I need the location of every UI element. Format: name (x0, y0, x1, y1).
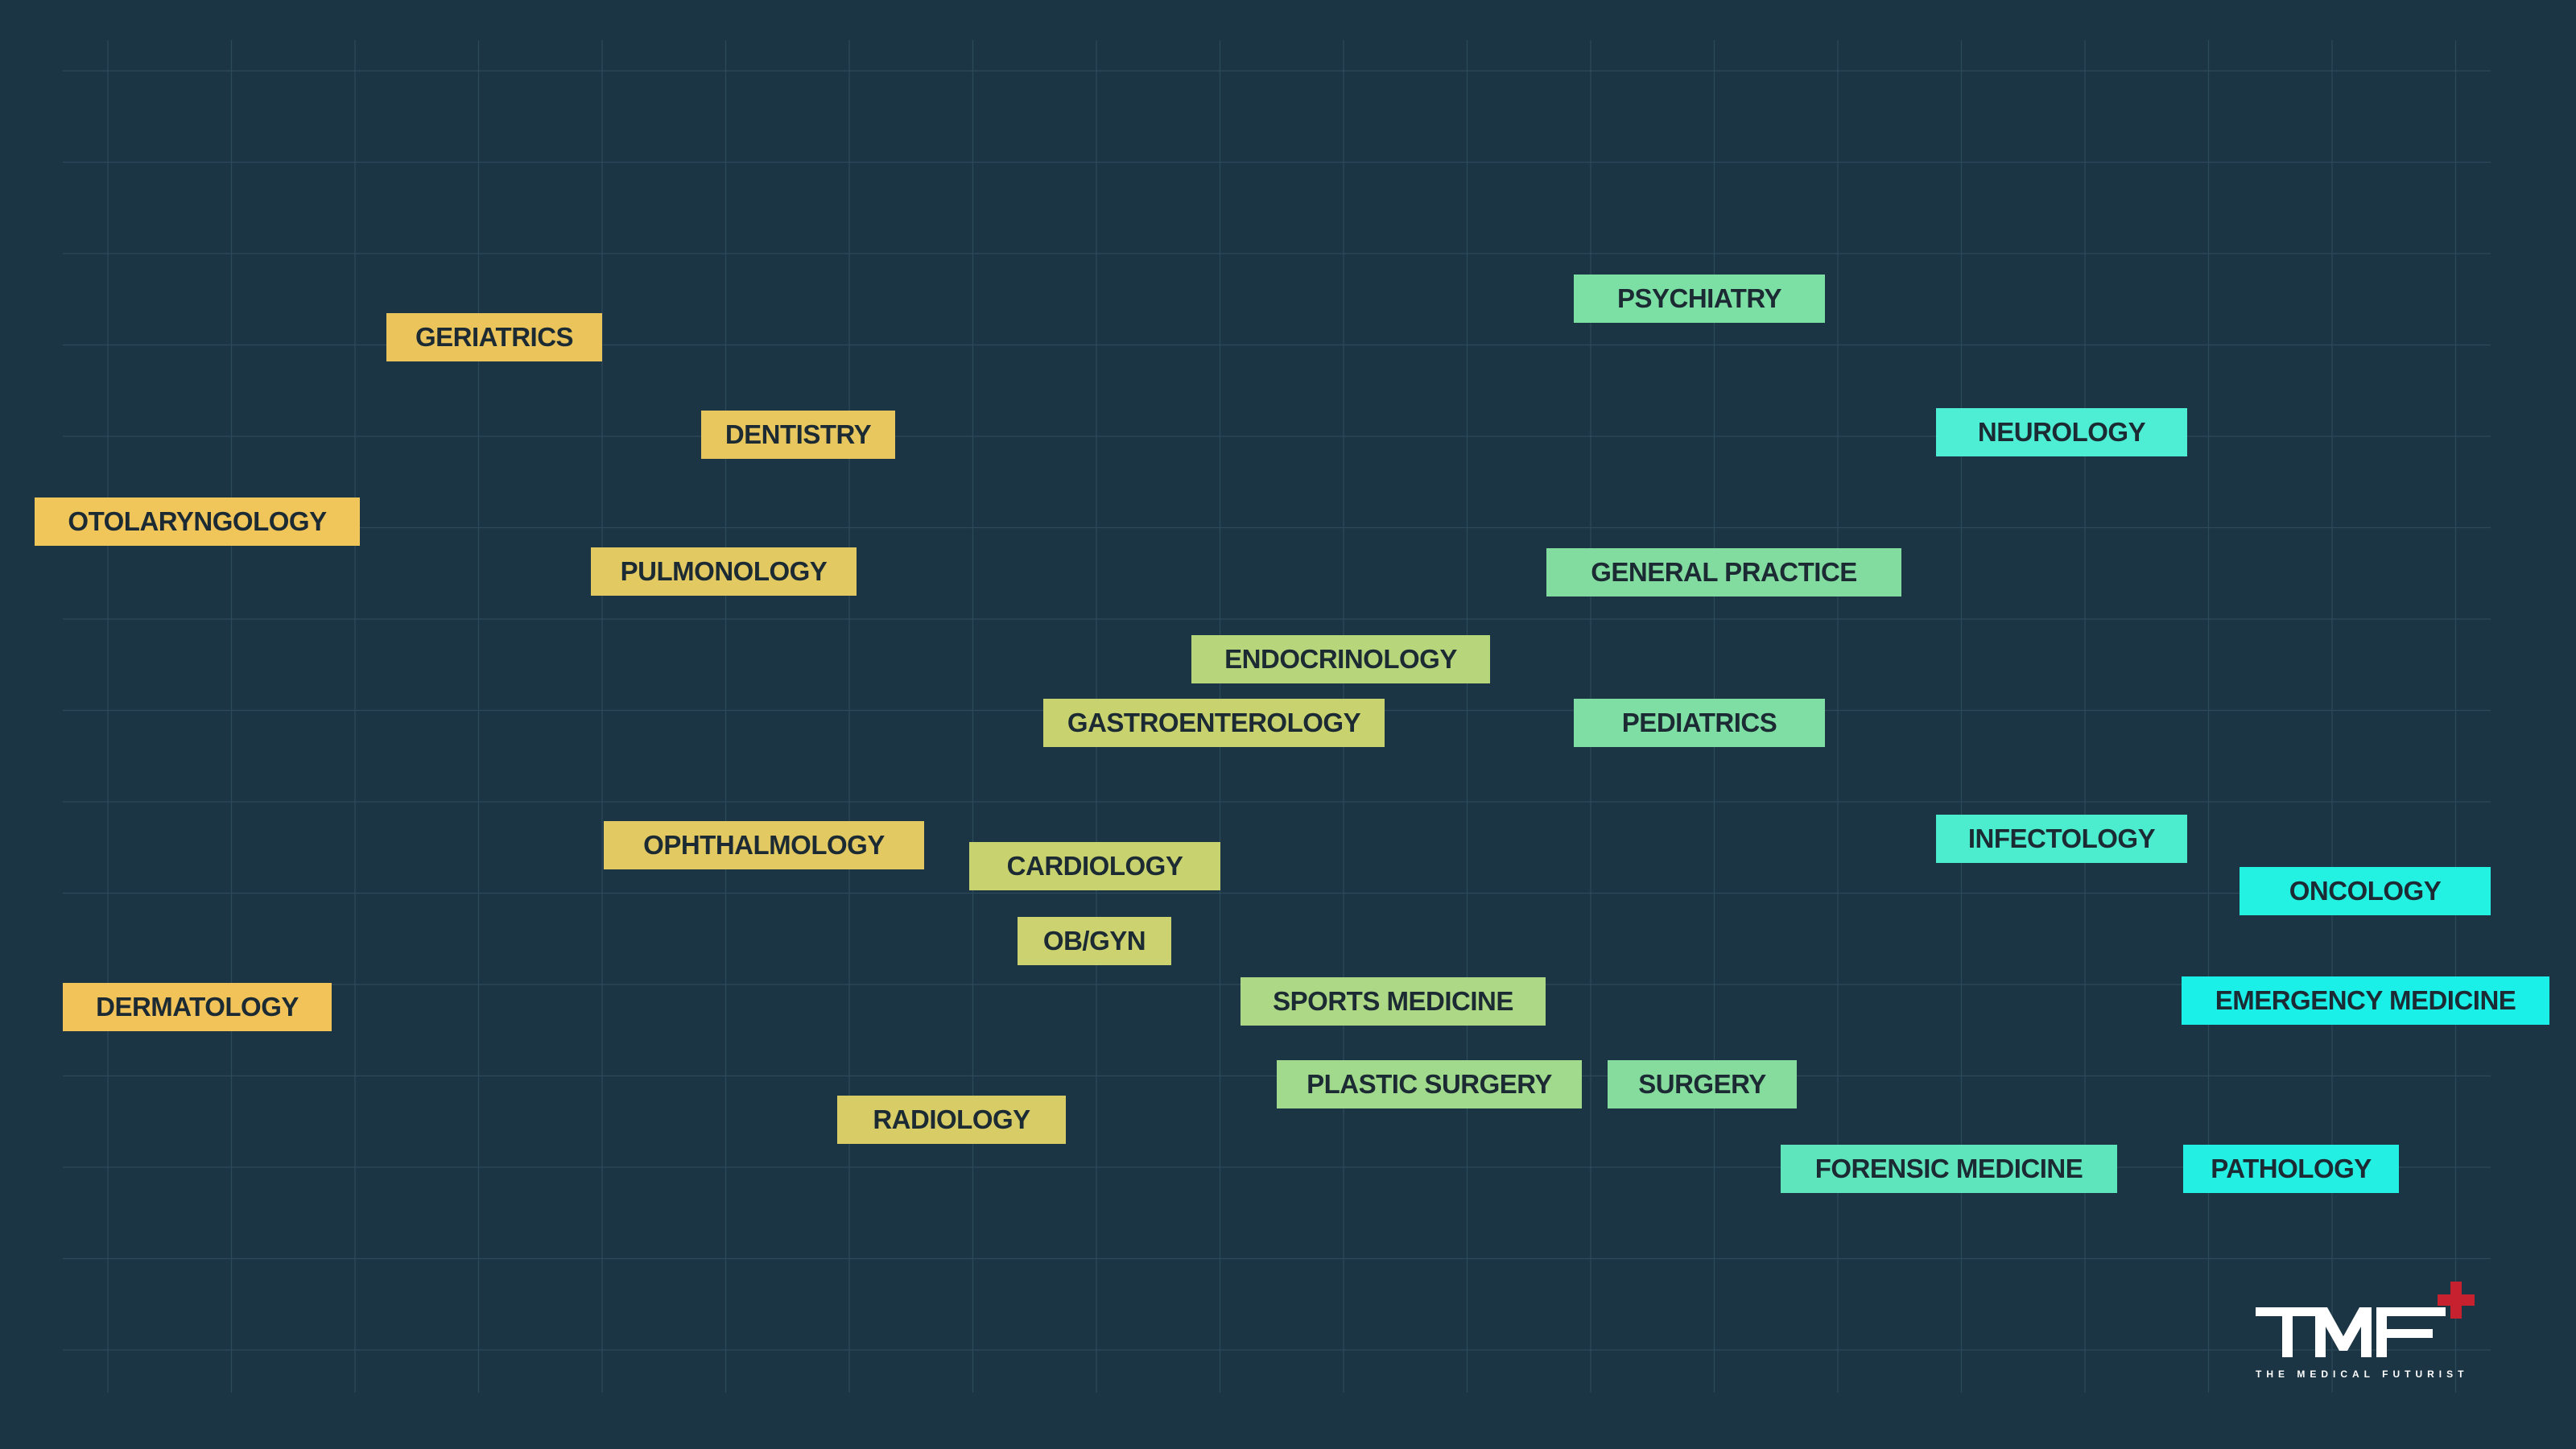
tag-general-practice: GENERAL PRACTICE (1546, 548, 1901, 597)
tag-cardiology: CARDIOLOGY (969, 842, 1220, 890)
tag-oncology: ONCOLOGY (2240, 867, 2491, 915)
tmf-logo-mark (2246, 1270, 2504, 1367)
tag-ophthalmology: OPHTHALMOLOGY (604, 821, 924, 869)
tmf-logo: THE MEDICAL FUTURIST (2246, 1270, 2504, 1383)
tag-radiology: RADIOLOGY (837, 1096, 1066, 1144)
tag-plastic-surgery: PLASTIC SURGERY (1277, 1060, 1582, 1108)
tag-forensic-medicine: FORENSIC MEDICINE (1781, 1145, 2117, 1193)
tag-pediatrics: PEDIATRICS (1574, 699, 1825, 747)
tag-dermatology: DERMATOLOGY (63, 983, 332, 1031)
tag-infectology: INFECTOLOGY (1936, 815, 2187, 863)
tag-sports-medicine: SPORTS MEDICINE (1241, 977, 1546, 1026)
tag-endocrinology: ENDOCRINOLOGY (1191, 635, 1490, 683)
tag-dentistry: DENTISTRY (701, 411, 895, 459)
tmf-logo-subtitle: THE MEDICAL FUTURIST (2256, 1368, 2497, 1380)
tag-emergency-medicine: EMERGENCY MEDICINE (2182, 976, 2549, 1025)
tag-psychiatry: PSYCHIATRY (1574, 275, 1825, 323)
tag-pulmonology: PULMONOLOGY (591, 547, 857, 596)
tag-geriatrics: GERIATRICS (386, 313, 602, 361)
tag-otolaryngology: OTOLARYNGOLOGY (35, 497, 360, 546)
tag-gastroenterology: GASTROENTEROLOGY (1043, 699, 1385, 747)
tag-pathology: PATHOLOGY (2183, 1145, 2399, 1193)
tag-neurology: NEUROLOGY (1936, 408, 2187, 456)
tag-surgery: SURGERY (1608, 1060, 1797, 1108)
tag-ob-gyn: OB/GYN (1018, 917, 1171, 965)
